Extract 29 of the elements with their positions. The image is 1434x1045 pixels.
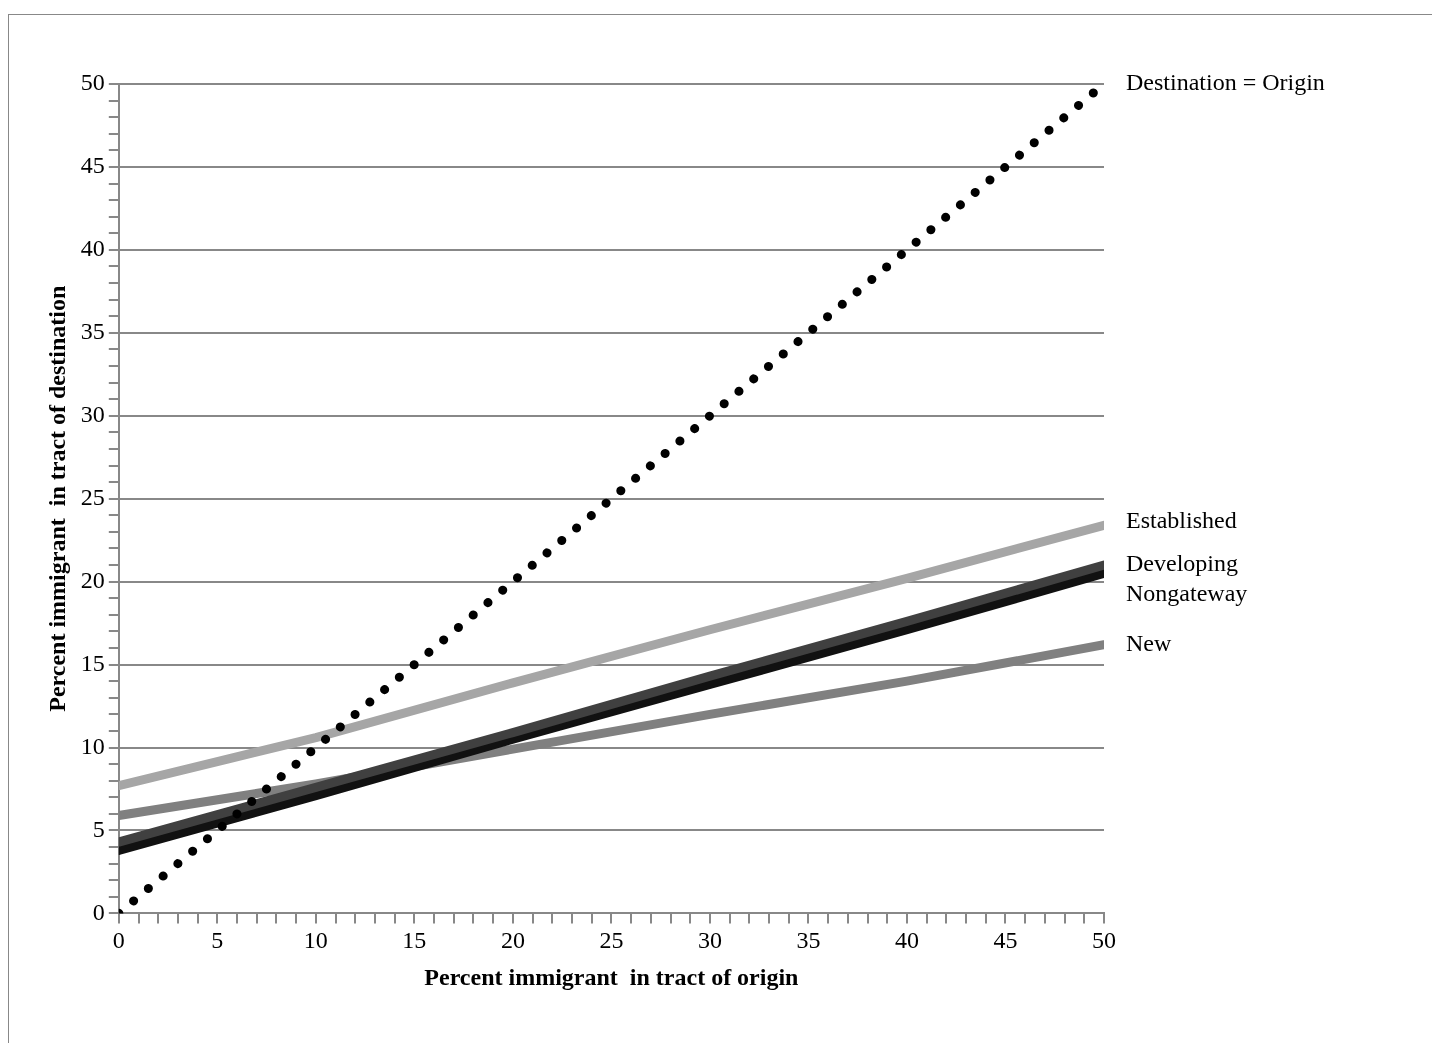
y-tick-label: 10 xyxy=(80,732,105,759)
x-tick-label: 45 xyxy=(993,927,1018,954)
y-tick-label: 5 xyxy=(92,815,105,842)
y-tick-label: 15 xyxy=(80,649,105,676)
y-tick-label: 40 xyxy=(80,235,105,262)
y-tick-label: 0 xyxy=(92,898,105,925)
x-tick-label: 10 xyxy=(303,927,328,954)
y-tick-label: 45 xyxy=(80,152,105,179)
y-tick-label: 20 xyxy=(80,566,105,593)
series-label: New xyxy=(1126,629,1172,656)
x-tick-label: 20 xyxy=(500,927,525,954)
x-tick-label: 35 xyxy=(796,927,821,954)
series-label: Established xyxy=(1126,506,1237,533)
x-tick-label: 50 xyxy=(1092,927,1116,954)
series-label: Destination = Origin xyxy=(1126,69,1325,96)
x-axis-title: Percent immigrant in tract of origin xyxy=(424,963,799,990)
x-tick-label: 30 xyxy=(697,927,722,954)
y-tick-label: 25 xyxy=(80,484,105,510)
y-tick-label: 30 xyxy=(80,401,105,428)
x-tick-label: 25 xyxy=(599,927,624,954)
series-label: Nongateway xyxy=(1126,580,1248,607)
x-tick-label: 40 xyxy=(894,927,919,954)
y-tick-label: 50 xyxy=(80,69,105,96)
x-tick-label: 15 xyxy=(402,927,427,954)
y-tick-label: 35 xyxy=(80,318,105,345)
y-axis-title: Percent immigrant in tract of destination xyxy=(43,285,70,712)
x-tick-label: 5 xyxy=(211,927,224,954)
series-label: Developing xyxy=(1126,550,1238,577)
x-tick-label: 0 xyxy=(112,927,125,954)
